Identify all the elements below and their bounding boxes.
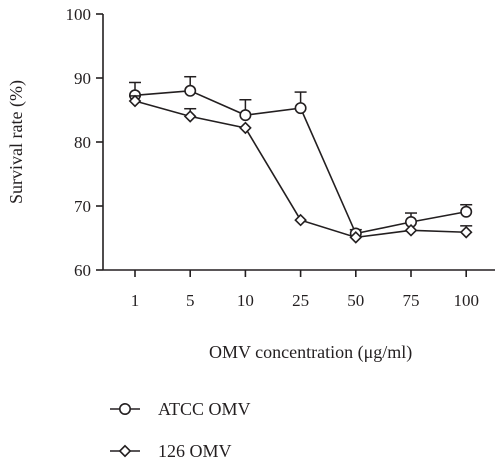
x-tick-label: 75 <box>403 291 420 310</box>
data-point <box>239 121 252 135</box>
y-ticks: 60 70 80 90 100 <box>66 5 103 280</box>
legend-marker <box>119 402 132 415</box>
x-tick-label: 5 <box>186 291 195 310</box>
legend: ATCC OMV 126 OMV <box>110 399 251 461</box>
x-ticks: 1 5 10 25 50 75 100 <box>131 270 479 310</box>
x-axis-title: OMV concentration (μg/ml) <box>209 342 412 363</box>
x-tick-label: 1 <box>131 291 140 310</box>
legend-item: ATCC OMV <box>110 399 251 419</box>
legend-item: 126 OMV <box>110 441 232 461</box>
y-tick-label: 60 <box>74 261 91 280</box>
x-tick-label: 25 <box>292 291 309 310</box>
data-point <box>294 102 307 115</box>
legend-label: ATCC OMV <box>158 399 251 419</box>
data-point <box>459 225 473 239</box>
data-point <box>184 84 197 97</box>
data-point <box>349 231 363 244</box>
y-tick-label: 80 <box>74 133 91 152</box>
y-tick-label: 90 <box>74 69 91 88</box>
y-tick-label: 70 <box>74 197 91 216</box>
data-point <box>294 213 307 227</box>
legend-marker <box>118 444 132 458</box>
series-2 <box>128 94 473 244</box>
data-point <box>183 110 197 123</box>
y-tick-label: 100 <box>66 5 92 24</box>
x-tick-label: 10 <box>237 291 254 310</box>
data-point <box>239 109 252 122</box>
series-layer <box>128 75 473 244</box>
axes: 60 70 80 90 100 1 5 10 25 50 75 100 <box>66 5 495 310</box>
data-point <box>128 94 142 108</box>
data-point <box>460 205 473 218</box>
legend-label: 126 OMV <box>158 441 232 461</box>
x-tick-label: 100 <box>453 291 479 310</box>
x-tick-label: 50 <box>347 291 364 310</box>
data-point <box>404 223 418 237</box>
y-axis-title: Survival rate (%) <box>6 80 27 204</box>
